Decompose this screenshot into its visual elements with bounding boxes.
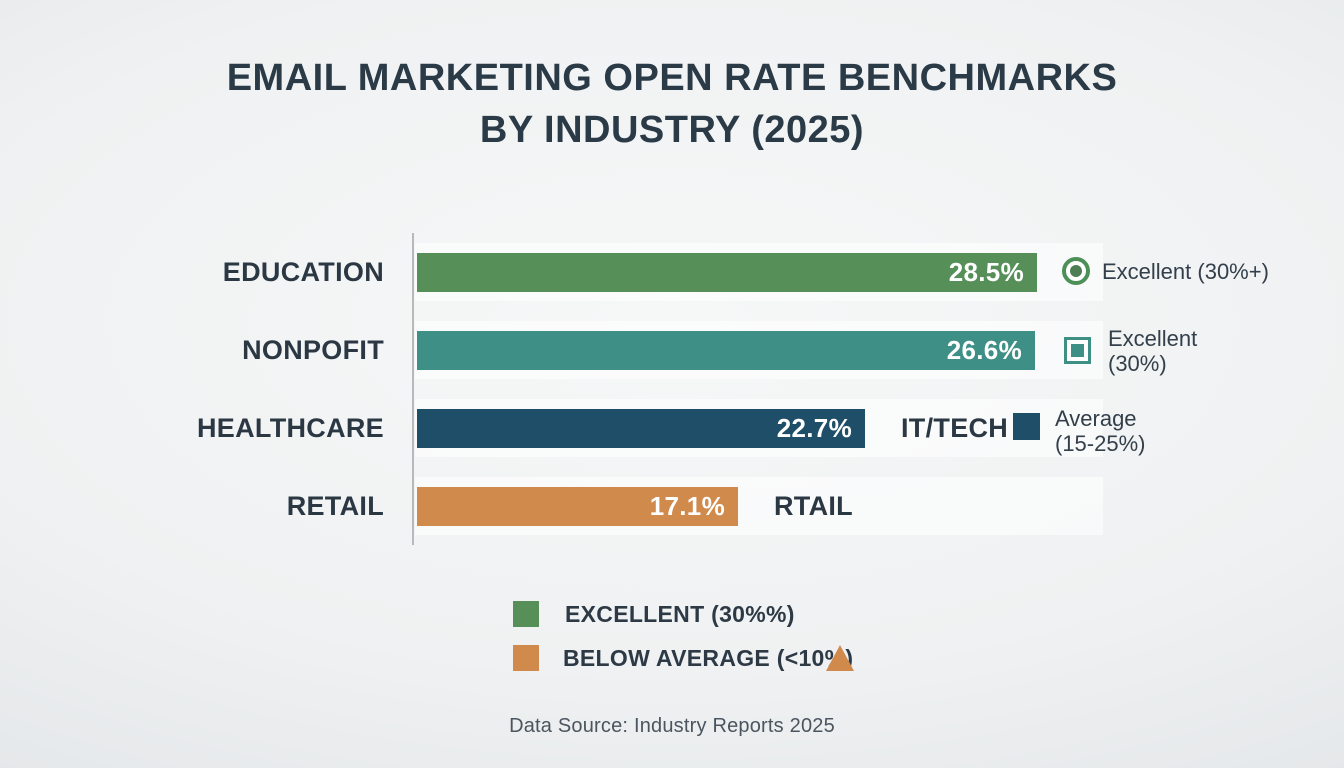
- legend-label: Excellent (30%+): [1102, 259, 1269, 284]
- chart-title-line1: EMAIL MARKETING OPEN RATE BENCHMARKS: [226, 57, 1118, 99]
- legend-label: Average (15-25%): [1055, 406, 1146, 456]
- bar-value-education: 28.5%: [948, 257, 1024, 287]
- chart-title-line2: BY INDUSTRY (2025): [479, 109, 865, 151]
- y-axis-line: [412, 233, 414, 545]
- square-outline-icon-fill: [1071, 344, 1084, 357]
- bar-annotation-healthcare: IT/TECH: [901, 413, 1009, 443]
- legend-label: Excellent (30%): [1108, 326, 1198, 376]
- bar-value-healthcare: 22.7%: [776, 413, 852, 443]
- square-filled-icon: [1013, 413, 1040, 440]
- ring-circle-icon: [1062, 257, 1090, 285]
- category-label-nonpofit: NONPOFIT: [242, 335, 384, 365]
- category-label-healthcare: HEALTHCARE: [197, 413, 384, 443]
- chart-title: EMAIL MARKETING OPEN RATE BENCHMARKS BY …: [0, 52, 1344, 156]
- category-label-retail: RETAIL: [286, 491, 384, 521]
- ring-circle-icon-dot: [1070, 265, 1082, 277]
- bottom-legend-label: EXCELLENT (30%%): [565, 601, 795, 627]
- bar-retail: 17.1%: [417, 487, 738, 526]
- bottom-legend-label: BELOW AVERAGE (<10%): [563, 645, 854, 671]
- category-label-education: EDUCATION: [222, 257, 384, 287]
- bar-education: 28.5%: [417, 253, 1037, 292]
- data-source-note: Data Source: Industry Reports 2025: [509, 715, 835, 737]
- square-outline-icon: [1064, 337, 1091, 364]
- bar-value-retail: 17.1%: [649, 491, 725, 521]
- bar-annotation-retail: RTAIL: [774, 491, 853, 521]
- bar-value-nonpofit: 26.6%: [946, 335, 1022, 365]
- green-swatch-icon: [513, 601, 539, 627]
- orange-triangle-icon: [826, 645, 854, 671]
- bar-nonpofit: 26.6%: [417, 331, 1035, 370]
- orange-swatch-icon: [513, 645, 539, 671]
- bar-healthcare: 22.7%: [417, 409, 865, 448]
